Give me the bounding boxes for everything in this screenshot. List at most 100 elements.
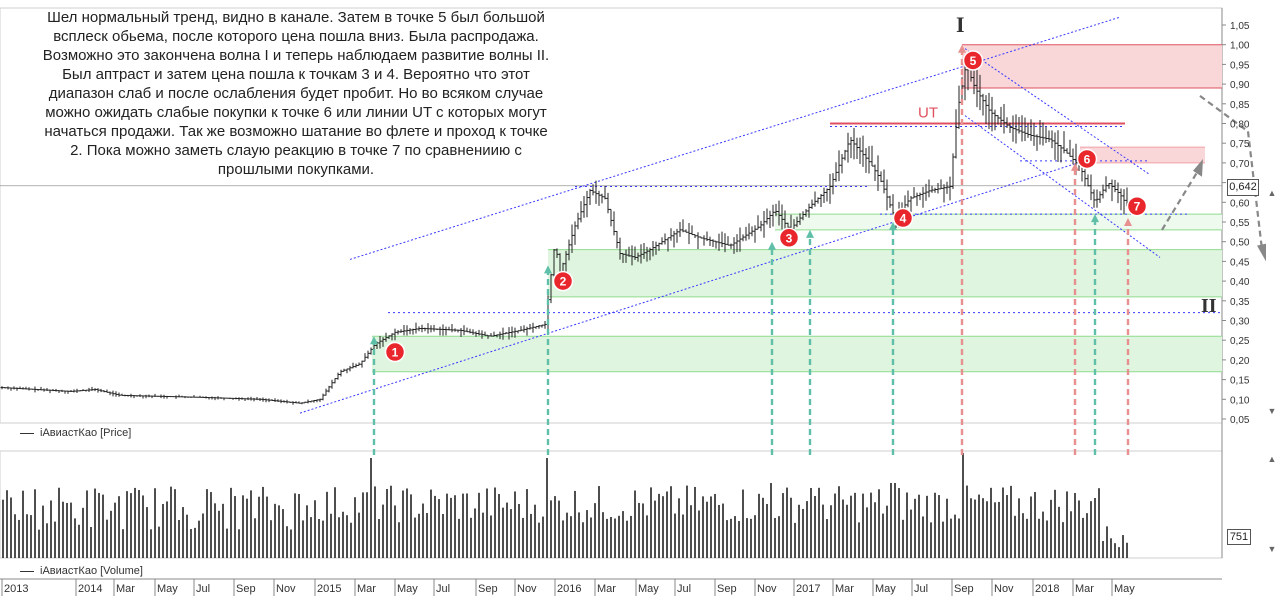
time-axis-tick-label: Nov bbox=[757, 583, 777, 595]
price-bar bbox=[489, 333, 493, 337]
price-bar bbox=[1098, 191, 1102, 203]
time-axis-tick-label: Nov bbox=[994, 583, 1014, 595]
price-bar bbox=[57, 390, 61, 394]
price-bar bbox=[513, 327, 517, 338]
price-bar bbox=[360, 360, 364, 368]
price-bar bbox=[27, 387, 31, 391]
price-bar bbox=[129, 393, 133, 398]
volume-link-arrow-green-1-head bbox=[370, 336, 378, 345]
price-bar bbox=[123, 394, 127, 397]
price-bar bbox=[222, 397, 226, 401]
price-bar bbox=[66, 390, 70, 394]
price-bar bbox=[864, 147, 868, 173]
price-bar bbox=[267, 398, 271, 403]
price-bar bbox=[303, 401, 307, 404]
price-bar bbox=[402, 324, 406, 336]
price-bar bbox=[768, 210, 772, 229]
price-bar bbox=[159, 394, 163, 399]
volume-scroll-down-icon[interactable]: ▼ bbox=[1267, 544, 1277, 554]
price-bar bbox=[6, 386, 10, 390]
price-bar bbox=[21, 387, 25, 390]
price-bar bbox=[237, 397, 241, 401]
time-axis-ticks: 2013 2014 Mar May Jul Sep Nov 2015 Mar May Jul Sep N… bbox=[1, 579, 1135, 596]
price-bar bbox=[192, 395, 196, 398]
price-axis-tick-label: 1,00 bbox=[1230, 41, 1250, 52]
price-bar bbox=[1107, 183, 1111, 189]
time-axis-tick-label: Jul bbox=[677, 583, 691, 595]
price-bar bbox=[1044, 126, 1048, 144]
price-bar bbox=[150, 395, 154, 399]
point-marker-7: 7 bbox=[1126, 195, 1148, 217]
resistance-zone-top-fill bbox=[962, 44, 1222, 89]
price-bar bbox=[63, 390, 67, 394]
price-bar bbox=[282, 400, 286, 403]
volume-link-arrow-red-2-head bbox=[1071, 162, 1079, 171]
price-bar bbox=[321, 393, 325, 401]
price-bar bbox=[702, 235, 706, 246]
price-bar bbox=[918, 192, 922, 201]
price-bar bbox=[858, 137, 862, 165]
price-bar bbox=[45, 387, 49, 391]
price-bar bbox=[528, 324, 532, 330]
price-bar bbox=[327, 385, 331, 393]
price-bar bbox=[366, 350, 370, 359]
time-axis-tick-label: Sep bbox=[954, 583, 974, 595]
price-bar bbox=[60, 389, 64, 392]
price-bar bbox=[885, 179, 889, 211]
price-bar bbox=[669, 228, 673, 241]
price-axis-tick-label: 0,40 bbox=[1230, 277, 1250, 288]
price-bar bbox=[135, 395, 139, 397]
price-bar bbox=[927, 179, 931, 198]
price-bar bbox=[606, 192, 610, 214]
price-bar bbox=[762, 210, 766, 238]
price-axis-tick-label: 0,15 bbox=[1230, 376, 1250, 387]
price-bar bbox=[216, 396, 220, 400]
price-bar bbox=[651, 241, 655, 257]
price-axis-tick-label: 0,45 bbox=[1230, 257, 1250, 268]
price-bar bbox=[654, 241, 658, 255]
price-bar bbox=[618, 237, 622, 260]
price-bar bbox=[333, 378, 337, 384]
price-bar bbox=[1110, 179, 1114, 202]
price-bar bbox=[354, 363, 358, 368]
price-axis-tick-label: 0,25 bbox=[1230, 336, 1250, 347]
price-bar bbox=[1086, 174, 1090, 187]
volume-link-arrow-green-4-head bbox=[806, 229, 814, 238]
price-bar bbox=[165, 395, 169, 399]
price-bar bbox=[312, 399, 316, 403]
price-bar bbox=[603, 185, 607, 200]
price-bar bbox=[399, 329, 403, 333]
price-bar bbox=[540, 324, 544, 328]
price-bar bbox=[891, 194, 895, 215]
price-scroll-down-icon[interactable]: ▼ bbox=[1267, 406, 1277, 416]
price-bar bbox=[240, 397, 244, 400]
price-bar bbox=[453, 328, 457, 332]
price-bar bbox=[117, 392, 121, 397]
price-bar bbox=[279, 399, 283, 404]
price-bar bbox=[678, 221, 682, 237]
price-bar bbox=[273, 398, 277, 403]
price-bar bbox=[405, 325, 409, 336]
price-bar bbox=[579, 201, 583, 223]
volume-scroll-up-icon[interactable]: ▲ bbox=[1267, 454, 1277, 464]
price-bar bbox=[852, 127, 856, 160]
price-bar bbox=[39, 386, 43, 391]
price-bar bbox=[999, 106, 1003, 127]
price-bar bbox=[705, 231, 709, 242]
price-bar bbox=[537, 325, 541, 329]
time-axis-tick-label: Nov bbox=[276, 583, 296, 595]
price-bar bbox=[126, 394, 130, 397]
price-bar bbox=[105, 389, 109, 393]
price-bar bbox=[552, 249, 556, 277]
price-bar bbox=[456, 329, 460, 333]
price-bar bbox=[417, 326, 421, 332]
price-bar bbox=[51, 389, 55, 392]
price-bar bbox=[996, 115, 1000, 125]
price-bar bbox=[984, 95, 988, 124]
price-scroll-up-icon[interactable]: ▲ bbox=[1267, 188, 1277, 198]
price-bar bbox=[189, 396, 193, 398]
volume-link-arrow-green-3 bbox=[768, 241, 776, 455]
price-bar bbox=[507, 327, 511, 340]
price-bar bbox=[978, 74, 982, 111]
